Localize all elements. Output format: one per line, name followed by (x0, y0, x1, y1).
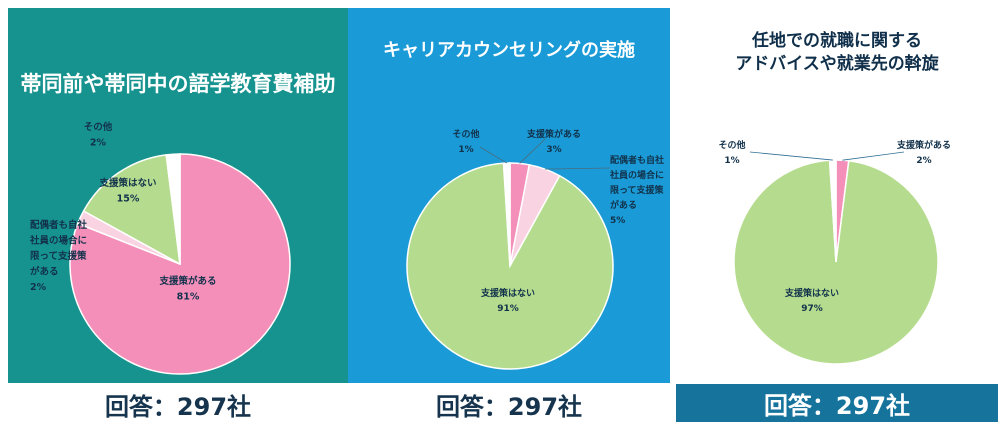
slice-label: 支援策はない 91% (480, 287, 535, 314)
slice-label: 支援策がある 81% (158, 275, 216, 303)
leader-line (519, 138, 546, 164)
slice-value: 97% (801, 304, 823, 314)
slice-label-text: その他 (452, 128, 479, 140)
pie-chart-career-counseling: 支援策がある 3% 配偶者も自社社員の場合に限って支援策がある 5% 支援策はない 91%… (406, 128, 665, 370)
chart-panel-career-counseling: キャリアカウンセリングの実施 支援策がある 3% 配偶者も自社社員の場合に限って支援… (348, 8, 670, 383)
slice-label-text: 支援策がある (526, 128, 581, 140)
respondents-label: 回答：297社 (435, 392, 583, 421)
slice-value: 3% (546, 145, 561, 155)
chart-title: キャリアカウンセリングの実施 (383, 40, 635, 61)
pie-slice (82, 154, 181, 266)
respondents-label: 回答：297社 (676, 384, 998, 422)
slice-label-text: その他 (718, 139, 745, 151)
slice-value: 81% (177, 292, 200, 303)
slice-label: その他 2% (84, 121, 113, 149)
slice-label-text: その他 (84, 121, 113, 133)
slice-value: 5% (610, 216, 625, 226)
chart-panel-job-advice: 任地での就職に関する アドバイスや就業先の斡旋 支援策がある 2% 支援策はない 97… (676, 8, 998, 388)
slice-label-text: 限って支援策 (610, 184, 665, 196)
slice-label: 支援策はない 15% (98, 177, 156, 205)
slice-label: 配偶者も自社社員の場合に限って支援策がある 2% (29, 219, 88, 293)
slice-label-text: 支援策はない (480, 287, 535, 299)
pie-slice (733, 159, 939, 365)
slice-label-text: 配偶者も自社 (610, 154, 664, 166)
slice-label: 支援策がある 3% (526, 128, 581, 155)
slice-label-text: 配偶者も自社 (30, 219, 88, 231)
slice-label: その他 1% (718, 139, 745, 166)
chart-panel-language-support: 帯同前や帯同中の語学教育費補助 支援策がある 81% 配偶者も自社社員の場合に限って… (8, 8, 348, 383)
slice-value: 1% (724, 156, 739, 166)
leader-line (842, 151, 905, 161)
slice-label: 支援策はない 97% (784, 287, 839, 314)
chart-title: 帯同前や帯同中の語学教育費補助 (20, 72, 336, 96)
slice-label: 配偶者も自社社員の場合に限って支援策がある 5% (609, 154, 665, 226)
pie-chart-job-advice: 支援策がある 2% 支援策はない 97% その他 1% (718, 139, 951, 365)
respondents-label: 回答：297社 (104, 392, 252, 421)
pie-slice (406, 162, 614, 370)
slice-value: 2% (30, 282, 47, 293)
leader-line (749, 151, 833, 161)
slice-label: その他 1% (452, 128, 479, 155)
slice-value: 91% (497, 304, 519, 314)
slice-value: 15% (117, 194, 140, 205)
slice-label-text: がある (30, 266, 59, 278)
slice-value: 2% (916, 156, 931, 166)
chart-title: 任地での就職に関する アドバイスや就業先の斡旋 (676, 30, 998, 76)
leader-line (479, 146, 507, 164)
slice-label-text: 社員の場合に (609, 169, 664, 181)
slice-label-text: 支援策がある (158, 275, 216, 287)
slice-label-text: 限って支援策 (30, 250, 87, 262)
slice-value: 2% (90, 138, 107, 149)
slice-label: 支援策がある 2% (896, 139, 951, 166)
chart-title-line: アドバイスや就業先の斡旋 (735, 54, 939, 74)
slice-label-text: 社員の場合に (29, 235, 87, 247)
pie-slice (502, 162, 511, 267)
leader-line (544, 167, 611, 170)
slice-label-text: 支援策はない (98, 177, 156, 189)
chart-title-line: 任地での就職に関する (752, 31, 922, 51)
slice-label-text: 支援策がある (896, 139, 951, 151)
pie-chart-language-support: 支援策がある 81% 配偶者も自社社員の場合に限って支援策がある 2% 支援策はない 15… (29, 121, 291, 375)
slice-label-text: がある (610, 199, 637, 211)
slice-label-text: 支援策はない (784, 287, 839, 299)
pie-slice (165, 153, 181, 265)
slice-value: 1% (458, 145, 473, 155)
